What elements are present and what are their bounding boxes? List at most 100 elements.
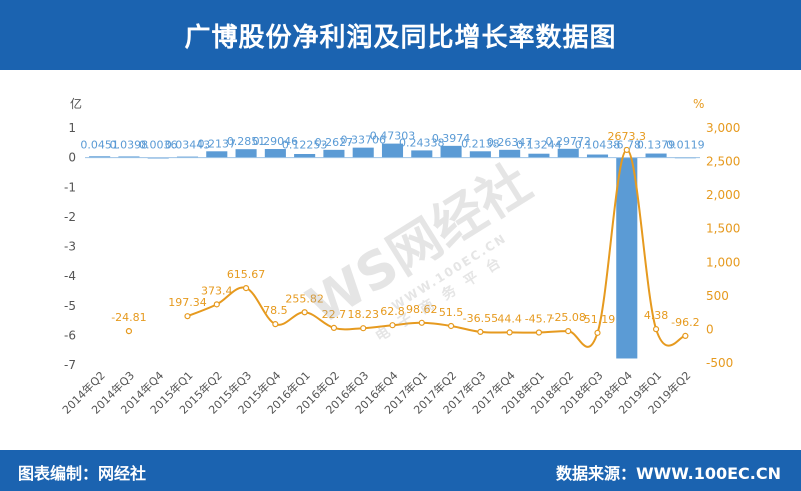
right-axis-tick: 500 — [706, 289, 729, 303]
line-point — [213, 301, 220, 308]
line-data-label: 22.7 — [322, 308, 347, 321]
left-axis-unit: 亿 — [70, 96, 82, 111]
right-axis-tick: -500 — [706, 356, 733, 370]
line-data-label: 18.23 — [347, 308, 379, 321]
bar — [264, 149, 286, 158]
right-axis-tick: 0 — [706, 322, 714, 336]
line-point — [682, 332, 689, 339]
line-data-label: -25.08 — [550, 311, 585, 324]
bar-data-label: 0.2138 — [461, 137, 500, 150]
bar — [645, 153, 667, 158]
right-axis-tick: 1,000 — [706, 255, 740, 269]
line-data-label: -24.81 — [111, 311, 146, 324]
bar — [206, 151, 228, 158]
bar-data-label: 0.29046 — [253, 135, 299, 148]
bar — [499, 149, 521, 158]
line-point — [477, 328, 484, 335]
bar-data-label: 0.0036 — [139, 139, 178, 152]
line-data-label: 2673.3 — [608, 130, 647, 143]
line-data-label: 373.4 — [201, 284, 233, 297]
left-axis-tick: -7 — [64, 358, 76, 372]
line-point — [330, 324, 338, 332]
line-point — [272, 321, 279, 328]
line-data-label: 98.62 — [406, 303, 438, 316]
bar-data-label: 0.47303 — [370, 130, 416, 143]
bar-data-label: 0.0451 — [80, 139, 119, 152]
line-point — [447, 322, 455, 330]
line-data-label: -96.2 — [671, 316, 699, 329]
bar — [294, 153, 316, 158]
bar-data-label: 0.10438 — [575, 139, 621, 152]
bar-data-label: 0.13244 — [516, 139, 562, 152]
left-axis-tick: -6 — [64, 328, 76, 342]
bar — [89, 156, 111, 158]
bar-data-label: 0.2851 — [227, 135, 266, 148]
bar — [557, 148, 579, 158]
line-point — [594, 329, 601, 336]
bar — [352, 147, 374, 158]
right-axis-tick: 2,500 — [706, 155, 740, 169]
bar-data-label: 0.29772 — [545, 135, 591, 148]
left-axis-tick: 1 — [68, 121, 76, 135]
line-point — [652, 326, 660, 333]
bar-data-label: 0.3974 — [432, 132, 471, 145]
footer-credit: 图表编制：网经社 — [18, 464, 147, 483]
line-data-label: 78.5 — [263, 304, 288, 317]
left-axis-tick: -2 — [64, 210, 76, 224]
footer-source: 数据来源：WWW.100EC.CN — [555, 464, 781, 483]
bar — [411, 150, 433, 158]
line-point — [506, 329, 513, 336]
bar — [440, 145, 462, 158]
chart-title: 广博股份净利润及同比增长率数据图 — [184, 22, 617, 53]
bar-data-label: 0.1379 — [637, 139, 676, 152]
bar-data-label: 0.0398 — [110, 139, 149, 152]
bar — [235, 149, 257, 158]
line-point — [301, 309, 308, 316]
bar-data-label: 0.24338 — [399, 136, 445, 149]
line-point — [623, 146, 630, 154]
right-axis-tick: 2,000 — [706, 188, 740, 202]
line-point — [418, 319, 425, 326]
left-axis-tick: -4 — [64, 269, 76, 283]
left-axis-tick: -5 — [64, 299, 76, 313]
bar — [469, 151, 491, 158]
bar-data-label: 0.2627 — [315, 136, 354, 149]
line-data-label: -36.55 — [463, 312, 498, 325]
bar-data-label: 0.33706 — [340, 134, 386, 147]
bar — [586, 154, 609, 158]
line-data-label: 62.8 — [380, 305, 405, 318]
line-data-label: -51.19 — [580, 313, 615, 326]
line-point — [360, 325, 367, 332]
line-point — [535, 329, 543, 336]
line-data-label: -45.7 — [525, 312, 553, 325]
bar-data-label: 0.03443 — [165, 139, 211, 152]
line-data-label: 4.38 — [644, 309, 669, 322]
chart-area: 亿 % 1 0 -1 -2 -3 -4 -5 -6 -7 3,000 2,500 2,000 1,500 1,… — [59, 96, 740, 417]
bar — [118, 156, 140, 158]
right-axis-unit: % — [693, 97, 704, 111]
bar-data-label: 0.0119 — [666, 139, 705, 152]
line-point — [184, 313, 191, 320]
line-point — [125, 327, 133, 335]
chart-title-banner: 广博股份净利润及同比增长率数据图 — [0, 0, 801, 70]
line-data-label: 44.4 — [497, 312, 522, 325]
bar — [381, 143, 404, 158]
footer-bar: 图表编制：网经社 数据来源：WWW.100EC.CN — [0, 450, 801, 491]
line-data-label: 615.67 — [227, 268, 266, 281]
right-axis-tick: 3,000 — [706, 121, 740, 135]
left-axis-tick: -3 — [64, 240, 76, 254]
right-axis-tick: 1,500 — [706, 222, 740, 236]
bar — [528, 153, 550, 158]
bar — [323, 149, 345, 158]
bar-data-label: 0.26347 — [487, 136, 533, 149]
bar-data-label: -6.78 — [613, 139, 641, 152]
left-axis-tick: 0 — [68, 151, 76, 165]
bar-data-label: 0.12253 — [282, 139, 328, 152]
line-data-label: 51.5 — [439, 306, 464, 319]
line-point — [389, 322, 396, 329]
line-point — [565, 328, 572, 335]
bar — [616, 157, 638, 359]
line-point — [242, 284, 250, 292]
line-data-label: 255.82 — [285, 292, 324, 305]
